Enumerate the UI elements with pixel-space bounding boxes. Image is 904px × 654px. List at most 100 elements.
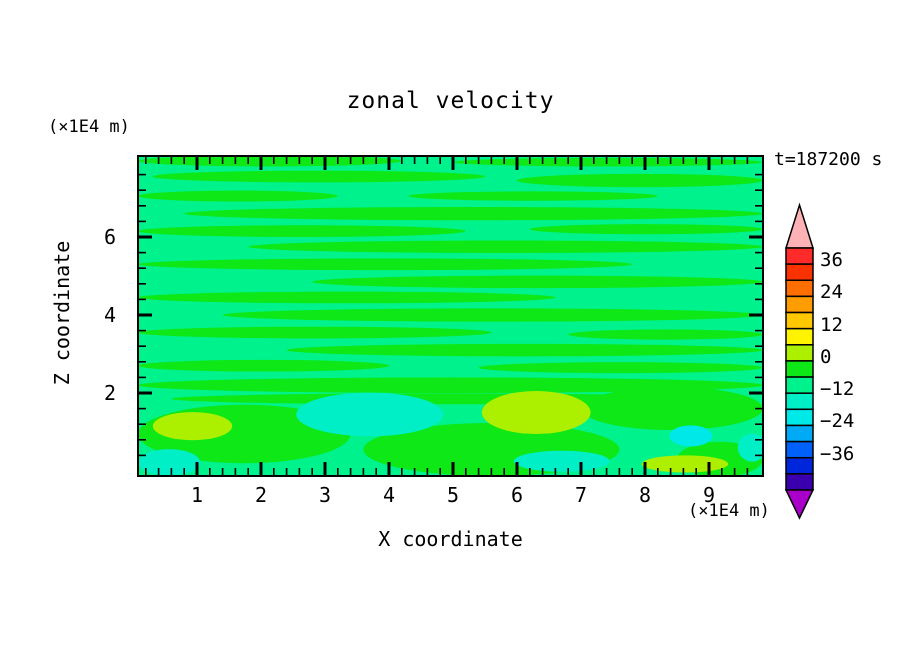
y-tick-label: 6 — [103, 225, 116, 249]
contour-stripe — [222, 308, 762, 322]
contour-stripe — [478, 362, 762, 374]
x-tick-label: 3 — [318, 483, 332, 507]
contour-stripe — [408, 191, 658, 201]
y-minor-tick-right — [755, 267, 762, 269]
colorbar-box — [785, 279, 814, 298]
contour-patch-aqua — [513, 450, 610, 472]
x-major-tick — [515, 462, 519, 475]
y-axis-title: Z coordinate — [50, 240, 74, 386]
y-minor-tick-right — [755, 298, 762, 301]
y-minor-tick — [139, 267, 146, 269]
x-minor-tick-top — [618, 157, 621, 164]
x-tick-label: 6 — [510, 483, 524, 507]
y-minor-tick — [139, 454, 146, 457]
contour-patch-aqua — [296, 392, 444, 437]
x-minor-tick-top — [183, 157, 185, 164]
x-minor-tick-top — [439, 157, 441, 164]
x-axis-unit: (×1E4 m) — [688, 501, 770, 521]
colorbar-box — [785, 360, 814, 378]
x-minor-tick — [490, 468, 493, 475]
x-minor-tick-top — [401, 157, 403, 164]
x-major-tick — [643, 462, 647, 475]
y-minor-tick — [139, 251, 146, 254]
x-minor-tick-top — [490, 157, 493, 164]
x-minor-tick-top — [567, 157, 569, 164]
x-minor-tick — [157, 468, 160, 475]
x-minor-tick — [337, 468, 339, 475]
y-minor-tick-right — [755, 361, 762, 363]
x-minor-tick-top — [349, 157, 352, 164]
chart-title: zonal velocity — [346, 88, 555, 114]
colorbar-tick-label: −36 — [820, 442, 855, 465]
time-annotation: t=187200 s — [774, 149, 883, 170]
colorbar-over-arrow — [784, 202, 815, 249]
y-tick-label: 2 — [103, 381, 116, 405]
colorbar-tick-label: 0 — [820, 345, 832, 368]
x-minor-tick-top — [695, 157, 697, 164]
y-minor-tick-right — [755, 423, 762, 425]
x-minor-tick — [401, 468, 403, 475]
x-major-tick — [707, 462, 711, 475]
contour-stripe — [139, 291, 556, 304]
x-major-tick-top — [195, 157, 199, 170]
x-minor-tick — [362, 468, 365, 475]
contour-stripe — [139, 326, 492, 339]
plot-area — [137, 155, 764, 477]
x-minor-tick — [695, 468, 697, 475]
contour-patch-chartreuse — [641, 455, 729, 473]
x-minor-tick — [298, 468, 301, 475]
x-minor-tick-top — [234, 157, 237, 164]
contour-stripe — [139, 190, 338, 202]
colorbar-box — [785, 440, 814, 459]
x-major-tick-top — [387, 157, 391, 170]
x-minor-tick — [721, 468, 723, 475]
y-minor-tick-right — [755, 251, 762, 254]
contour-stripe — [139, 258, 633, 271]
colorbar-tick-label: 12 — [820, 313, 843, 336]
x-minor-tick-top — [529, 157, 531, 164]
x-minor-tick — [273, 468, 275, 475]
colorbar — [784, 202, 815, 520]
contour-stripe — [568, 329, 762, 340]
contour-stripe — [139, 359, 389, 372]
x-tick-label: 2 — [254, 483, 268, 507]
x-minor-tick — [413, 468, 416, 475]
x-minor-tick-top — [413, 157, 416, 164]
y-minor-tick-right — [755, 283, 762, 285]
contour-field — [139, 157, 762, 475]
y-minor-tick — [139, 205, 146, 207]
x-minor-tick-top — [593, 157, 595, 164]
contour-stripe — [248, 240, 762, 253]
y-minor-tick-right — [755, 376, 762, 379]
x-minor-tick — [669, 468, 672, 475]
x-minor-tick-top — [733, 157, 736, 164]
x-minor-tick — [209, 468, 211, 475]
x-minor-tick-top — [554, 157, 557, 164]
x-major-tick — [259, 462, 263, 475]
x-major-tick-top — [707, 157, 711, 170]
x-minor-tick-top — [477, 157, 480, 164]
x-minor-tick — [183, 468, 185, 475]
y-minor-tick — [139, 283, 146, 285]
contour-stripe — [139, 225, 466, 237]
y-major-tick-right — [749, 235, 762, 239]
x-minor-tick — [554, 468, 557, 475]
colorbar-box — [785, 327, 814, 346]
x-minor-tick — [375, 468, 377, 475]
x-major-tick — [195, 462, 199, 475]
colorbar-tick-label: −12 — [820, 378, 855, 401]
x-major-tick-top — [451, 157, 455, 170]
x-minor-tick-top — [157, 157, 160, 164]
x-minor-tick — [657, 468, 659, 475]
colorbar-tick-label: −24 — [820, 410, 855, 433]
contour-patch-cyan — [669, 425, 713, 447]
x-major-tick-top — [579, 157, 583, 170]
x-minor-tick — [311, 468, 313, 475]
contour-stripe — [453, 157, 762, 167]
colorbar-box — [785, 392, 814, 411]
x-minor-tick — [618, 468, 621, 475]
contour-patch-chartreuse — [481, 391, 591, 434]
y-major-tick-right — [749, 391, 762, 395]
x-minor-tick-top — [145, 157, 147, 164]
